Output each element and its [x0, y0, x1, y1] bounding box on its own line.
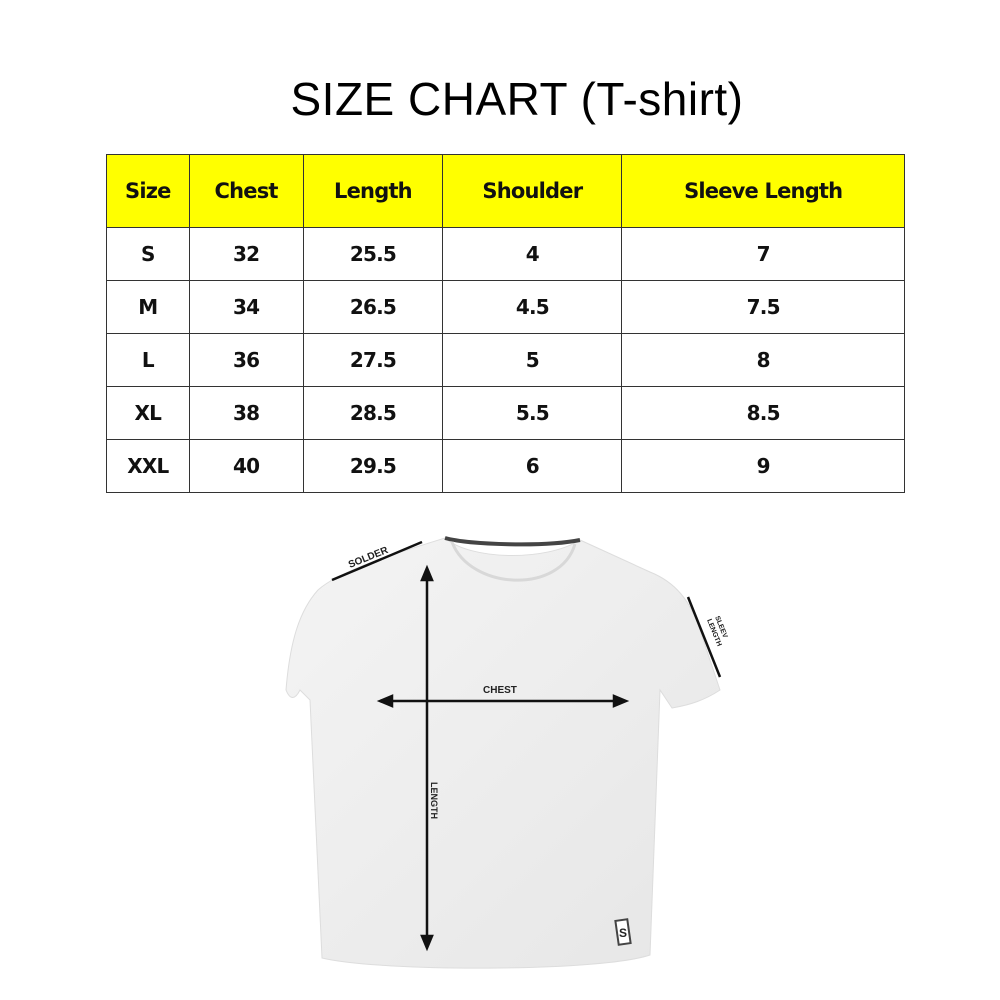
- neckline: [450, 541, 577, 582]
- tshirt-body: [285, 537, 721, 969]
- table-row: L 36 27.5 5 8: [106, 333, 905, 387]
- table-row: S 32 25.5 4 7: [106, 227, 905, 281]
- collar: [444, 536, 581, 547]
- table-cell: XXL: [106, 439, 190, 493]
- size-table: Size Chest Length Shoulder Sleeve Length S 32…: [106, 154, 905, 493]
- measure-lines: [331, 540, 722, 952]
- table-cell: 29.5: [302, 439, 444, 493]
- column-header: Size: [106, 154, 190, 228]
- table-cell: 8: [621, 333, 905, 387]
- table-cell: S: [106, 227, 190, 281]
- table-cell: XL: [106, 386, 190, 440]
- table-row: M 34 26.5 4.5 7.5: [106, 280, 905, 334]
- s-logo-tag-icon: S: [614, 918, 632, 946]
- shoulder-line: [331, 540, 423, 582]
- table-cell: 34: [188, 280, 304, 334]
- chest-label: CHEST: [483, 685, 517, 696]
- length-label: LENGTH: [429, 782, 439, 819]
- column-header: Length: [302, 154, 444, 228]
- table-cell: 6: [442, 439, 623, 493]
- table-cell: 4: [442, 227, 623, 281]
- table-row: XXL 40 29.5 6 9: [106, 439, 905, 493]
- table-cell: 5.5: [442, 386, 623, 440]
- table-cell: 27.5: [302, 333, 444, 387]
- sleeve-line: [686, 596, 722, 678]
- table-cell: 7.5: [621, 280, 905, 334]
- table-header-row: Size Chest Length Shoulder Sleeve Length: [106, 154, 905, 228]
- column-header: Sleeve Length: [621, 154, 905, 228]
- table-cell: 9: [621, 439, 905, 493]
- svg-text:S: S: [619, 926, 627, 940]
- page-title: SIZE CHART (T-shirt): [290, 73, 744, 125]
- table-cell: 40: [188, 439, 304, 493]
- table-cell: 25.5: [302, 227, 444, 281]
- table-cell: 7: [621, 227, 905, 281]
- table-cell: 5: [442, 333, 623, 387]
- column-header: Chest: [188, 154, 304, 228]
- table-cell: M: [106, 280, 190, 334]
- table-cell: 26.5: [302, 280, 444, 334]
